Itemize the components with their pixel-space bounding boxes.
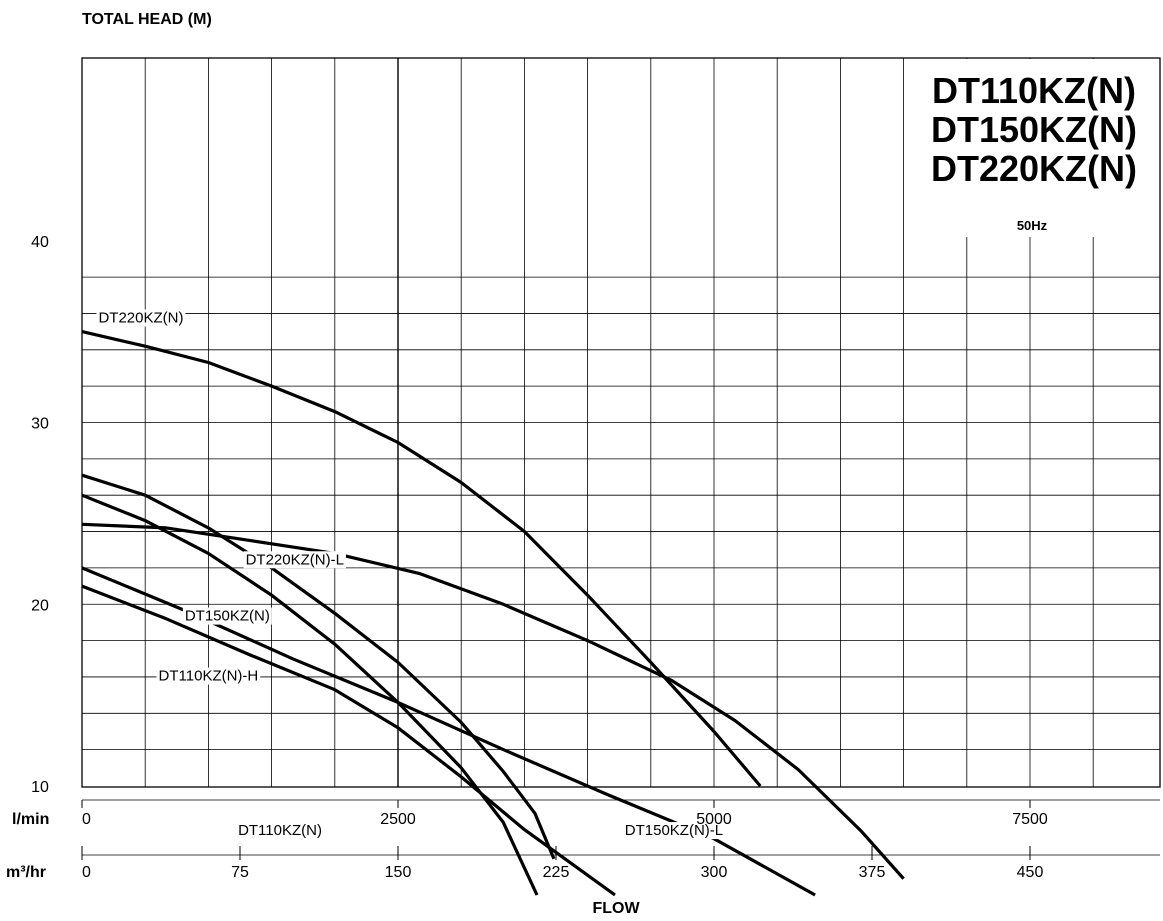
x-tick-labels-m3hr: 0 75 150 225 300 375 450 [81,846,1160,881]
chart-title-line-1: DT110KZ(N) [932,70,1136,111]
x-tick-label-lmin: 7500 [1012,811,1048,828]
y-tick-label: 30 [31,416,49,433]
x-unit-lmin: l/min [12,811,49,828]
curve-label: DT150KZ(N) [185,608,270,625]
y-tick-label: 10 [31,779,49,796]
y-tick-label: 40 [31,234,49,251]
chart-title-line-2: DT150KZ(N) [931,109,1137,150]
curve-label-bg [96,309,186,327]
x-tick-label-m3hr: 300 [701,864,728,881]
curve-dt150kzn [81,493,539,896]
title-box [905,59,1159,237]
x-tick-label-lmin: 2500 [380,811,416,828]
x-tick-label-m3hr: 225 [543,864,570,881]
x-unit-m3hr: m³/hr [6,864,46,881]
curve-dt110kzn-h [81,473,556,860]
x-tick-label-lmin: 0 [82,811,91,828]
curve-dt110kzn [81,584,616,897]
frequency-label: 50Hz [1017,218,1048,233]
curve-label: DT150KZ(N)-L [625,822,723,839]
curve-label-bg [236,822,324,840]
curve-label: DT110KZ(N)-H [159,668,259,685]
x-tick-label-lmin: 5000 [696,811,732,828]
curve-label-bg [243,551,346,569]
x-tick-label-m3hr: 0 [82,864,91,881]
curve-label: DT110KZ(N) [238,822,322,839]
x-tick-label-m3hr: 450 [1017,864,1044,881]
x-tick-labels-lmin: 0 2500 5000 7500 [81,799,1160,828]
x-axis-title: FLOW [592,900,640,917]
y-axis-title: TOTAL HEAD (M) [82,11,212,28]
x-tick-label-m3hr: 75 [231,864,249,881]
curve-label: DT220KZ(N)-L [246,551,344,568]
curve-dt220kzn-l [81,522,905,880]
x-tick-label-m3hr: 375 [859,864,886,881]
curve-dt220kzn [81,330,762,788]
curve-label: DT220KZ(N) [98,310,183,327]
x-tick-label-m3hr: 150 [385,864,412,881]
curve-label-bg [156,667,261,685]
y-tick-labels: 10 20 30 40 [31,234,49,796]
y-tick-label: 20 [31,597,49,614]
curve-label-bg [182,607,272,625]
curve-labels: DT220KZ(N) DT220KZ(N)-L DT150KZ(N) DT110KZ(… [96,309,726,840]
chart-title-line-3: DT220KZ(N) [931,148,1137,189]
grid [81,57,1161,788]
curve-label-bg [622,822,726,840]
